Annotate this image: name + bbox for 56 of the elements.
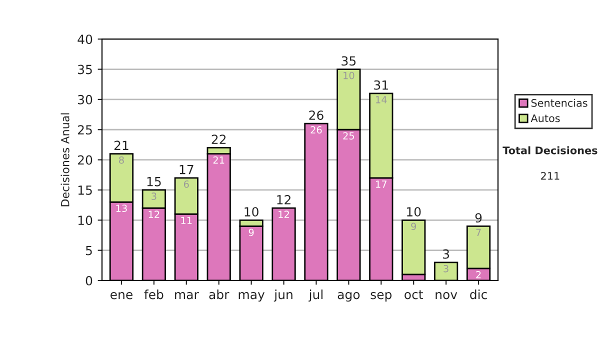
data-label: 26 <box>310 126 322 134</box>
data-label: 6 <box>184 180 189 188</box>
y-tick-label: 20 <box>78 155 92 165</box>
data-label: 3 <box>152 192 156 200</box>
total-label: 12 <box>277 194 290 204</box>
data-label: 8 <box>119 156 124 164</box>
y-tick-label: 40 <box>78 34 92 44</box>
total-label: 21 <box>114 140 128 150</box>
y-tick-label: 25 <box>78 125 92 135</box>
total-label: 31 <box>374 80 388 90</box>
total-label: 10 <box>407 207 421 217</box>
data-label: 9 <box>411 222 416 230</box>
total-label: 35 <box>342 56 356 66</box>
data-label: 12 <box>148 210 160 218</box>
total-label: 17 <box>180 164 194 174</box>
x-tick-label: oct <box>404 290 424 300</box>
x-tick-label: mar <box>175 292 199 300</box>
x-tick-label: feb <box>144 290 164 300</box>
data-label: 2 <box>476 271 481 278</box>
data-label: 11 <box>181 216 192 224</box>
data-label: 14 <box>376 96 387 104</box>
data-label: 21 <box>213 156 224 164</box>
y-axis-title: Decisiones Anual <box>60 113 70 206</box>
y-tick-label: 10 <box>78 216 92 226</box>
x-tick-label: jun <box>274 290 292 302</box>
x-tick-label: may <box>238 292 265 302</box>
data-label: 10 <box>344 72 354 80</box>
legend-label: Sentencias <box>531 98 588 107</box>
total-label: 22 <box>212 134 226 144</box>
data-label: 25 <box>343 132 354 140</box>
x-tick-label: dic <box>470 290 487 300</box>
y-tick-label: 30 <box>78 94 92 104</box>
y-tick-label: 35 <box>78 64 92 74</box>
total-label: 15 <box>147 177 161 186</box>
x-tick-label: abr <box>209 290 230 300</box>
text: Total Decisiones <box>502 146 598 154</box>
data-label: 13 <box>116 204 127 212</box>
x-tick-label: ene <box>110 292 132 300</box>
y-tick-label: 0 <box>86 276 92 286</box>
text: 211 <box>541 172 560 180</box>
x-tick-label: jul <box>308 290 322 302</box>
x-tick-label: ago <box>338 292 360 302</box>
data-label: 3 <box>444 264 448 272</box>
total-label: 3 <box>443 249 450 259</box>
x-tick-label: sep <box>370 292 392 302</box>
data-label: 12 <box>278 210 289 218</box>
legend-label: Autos <box>530 114 560 122</box>
x-tick-label: nov <box>436 292 458 300</box>
total-label: 10 <box>244 207 258 217</box>
data-label: 17 <box>376 180 386 188</box>
total-label: 26 <box>309 110 324 120</box>
total-label: 9 <box>475 213 482 223</box>
y-tick-label: 5 <box>86 246 92 256</box>
data-label: 7 <box>476 228 481 236</box>
y-tick-label: 15 <box>78 186 92 195</box>
data-label: 9 <box>248 228 254 236</box>
